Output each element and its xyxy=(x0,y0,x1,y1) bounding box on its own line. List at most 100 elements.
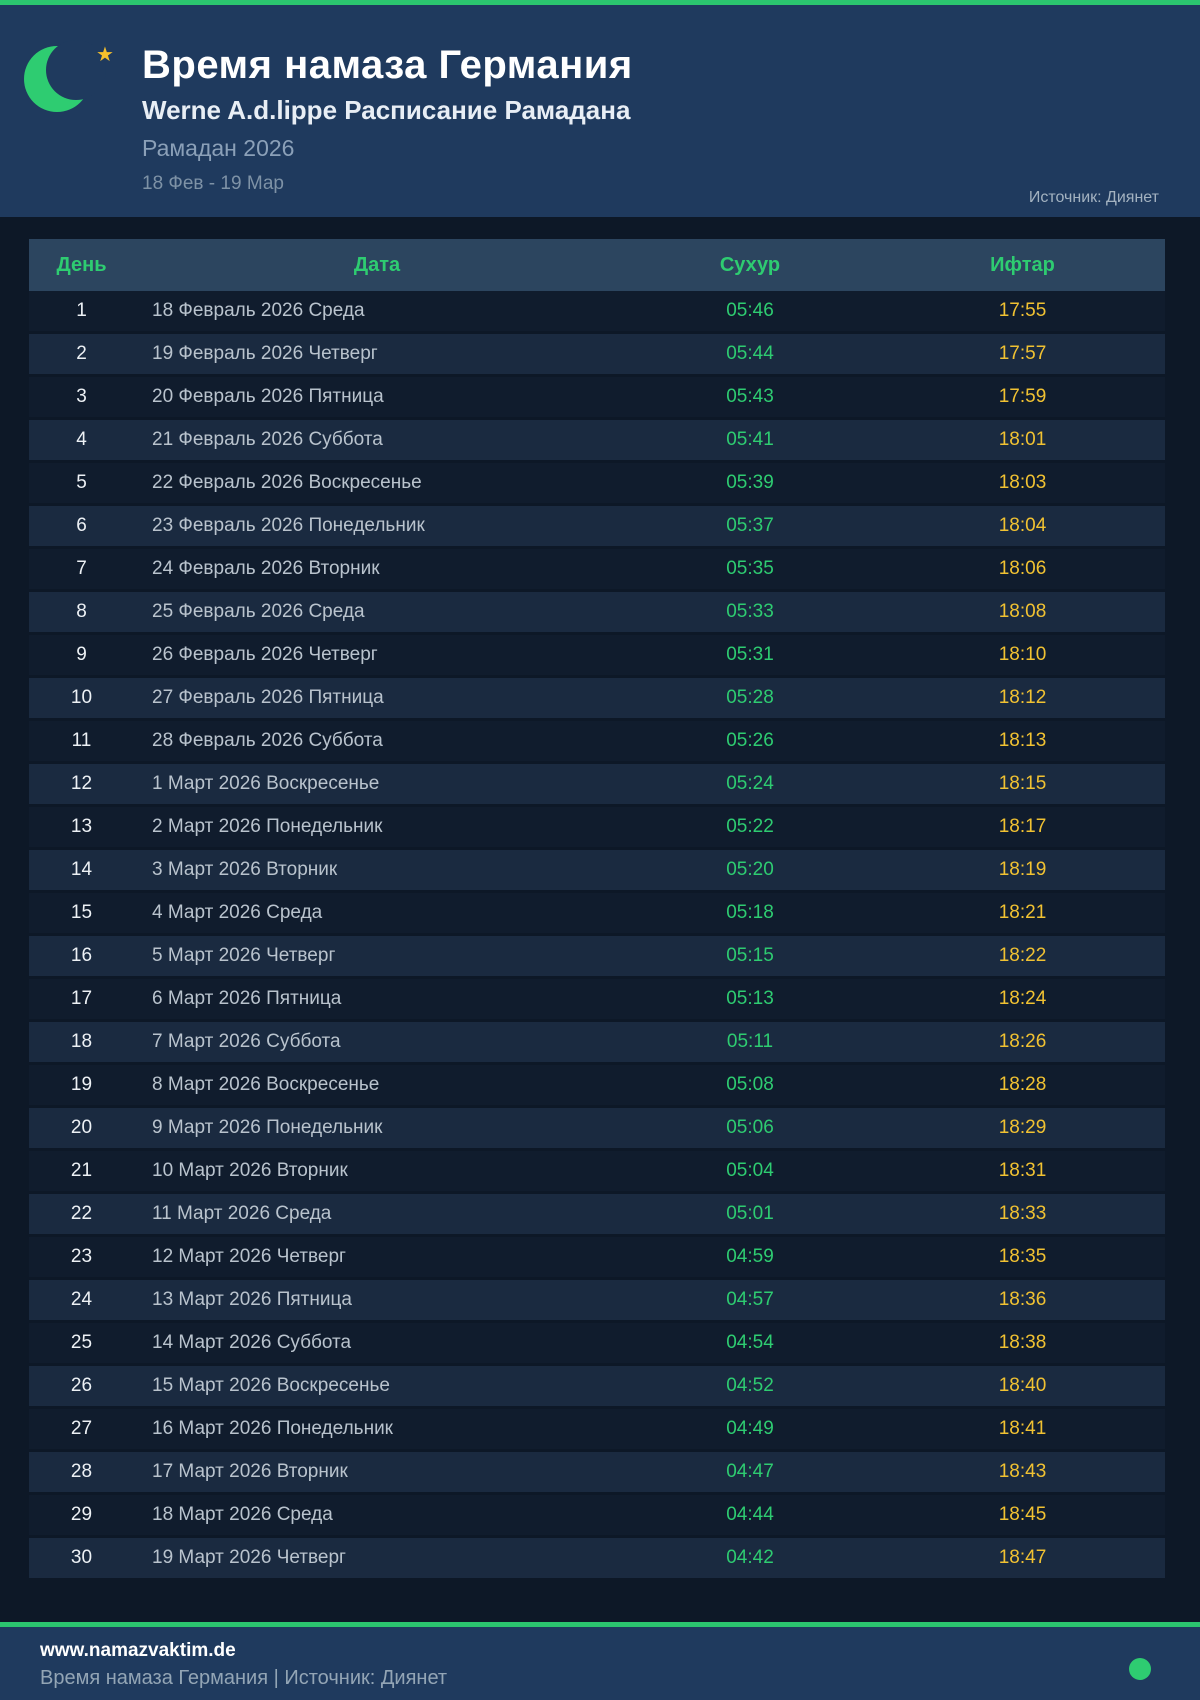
cell-date: 24 Февраль 2026 Вторник xyxy=(152,558,380,579)
cell-date: 18 Февраль 2026 Среда xyxy=(152,300,365,321)
cell-date: 9 Март 2026 Понедельник xyxy=(152,1117,383,1138)
cell-date: 28 Февраль 2026 Суббота xyxy=(152,730,383,751)
cell-day: 4 xyxy=(76,429,87,450)
cell-iftar: 18:40 xyxy=(998,1375,1047,1396)
cell-suhur: 04:54 xyxy=(726,1332,774,1353)
website-url: www.namazvaktim.de xyxy=(40,1640,236,1661)
table-row: 9 26 Февраль 2026 Четверг 05:31 18:10 xyxy=(29,635,1165,675)
cell-iftar: 18:24 xyxy=(998,988,1047,1009)
table-row: 16 5 Март 2026 Четверг 05:15 18:22 xyxy=(29,936,1165,976)
table-row: 12 1 Март 2026 Воскресенье 05:24 18:15 xyxy=(29,764,1165,804)
cell-suhur: 05:35 xyxy=(726,558,774,579)
cell-iftar: 18:22 xyxy=(998,945,1047,966)
cell-suhur: 05:39 xyxy=(726,472,774,493)
table-row: 4 21 Февраль 2026 Суббота 05:41 18:01 xyxy=(29,420,1165,460)
cell-iftar: 18:08 xyxy=(998,601,1047,622)
star-icon: ★ xyxy=(96,44,114,66)
page-subtitle: Werne A.d.lippe Расписание Рамадана xyxy=(142,95,631,125)
table-body: 1 18 Февраль 2026 Среда 05:46 17:55 2 19 Февр… xyxy=(29,291,1165,1578)
table-row: 21 10 Март 2026 Вторник 05:04 18:31 xyxy=(29,1151,1165,1191)
cell-suhur: 05:11 xyxy=(726,1031,774,1052)
cell-date: 25 Февраль 2026 Среда xyxy=(152,601,365,622)
footer-spacer xyxy=(0,1581,1200,1622)
cell-day: 11 xyxy=(71,730,92,751)
cell-date: 15 Март 2026 Воскресенье xyxy=(152,1375,390,1396)
cell-suhur: 05:33 xyxy=(726,601,774,622)
cell-iftar: 18:45 xyxy=(998,1504,1047,1525)
cell-day: 1 xyxy=(76,300,87,321)
footer-tagline: Время намаза Германия | Источник: Диянет xyxy=(40,1667,448,1689)
table-row: 5 22 Февраль 2026 Воскресенье 05:39 18:03 xyxy=(29,463,1165,503)
table-row: 1 18 Февраль 2026 Среда 05:46 17:55 xyxy=(29,291,1165,331)
cell-suhur: 05:26 xyxy=(726,730,774,751)
table-row: 25 14 Март 2026 Суббота 04:54 18:38 xyxy=(29,1323,1165,1363)
cell-date: 10 Март 2026 Вторник xyxy=(152,1160,348,1181)
column-header-iftar: Ифтар xyxy=(990,253,1055,276)
table-row: 2 19 Февраль 2026 Четверг 05:44 17:57 xyxy=(29,334,1165,374)
cell-day: 3 xyxy=(76,386,87,407)
table-row: 24 13 Март 2026 Пятница 04:57 18:36 xyxy=(29,1280,1165,1320)
cell-iftar: 18:36 xyxy=(998,1289,1047,1310)
cell-date: 11 Март 2026 Среда xyxy=(152,1203,332,1224)
cell-suhur: 05:20 xyxy=(726,859,774,880)
footer-accent-bar xyxy=(0,1622,1200,1627)
cell-iftar: 18:19 xyxy=(998,859,1047,880)
cell-day: 5 xyxy=(76,472,87,493)
cell-iftar: 17:55 xyxy=(998,300,1047,321)
cell-day: 22 xyxy=(70,1203,93,1224)
cell-suhur: 05:37 xyxy=(726,515,774,536)
table-row: 22 11 Март 2026 Среда 05:01 18:33 xyxy=(29,1194,1165,1234)
cell-day: 26 xyxy=(70,1375,93,1396)
cell-date: 13 Март 2026 Пятница xyxy=(152,1289,352,1310)
cell-suhur: 05:01 xyxy=(726,1203,774,1224)
table-row: 7 24 Февраль 2026 Вторник 05:35 18:06 xyxy=(29,549,1165,589)
cell-suhur: 04:49 xyxy=(726,1418,774,1439)
cell-suhur: 04:59 xyxy=(726,1246,774,1267)
cell-day: 20 xyxy=(70,1117,93,1138)
cell-day: 6 xyxy=(76,515,87,536)
cell-date: 5 Март 2026 Четверг xyxy=(152,945,336,966)
cell-iftar: 18:31 xyxy=(998,1160,1047,1181)
cell-date: 3 Март 2026 Вторник xyxy=(152,859,338,880)
cell-day: 16 xyxy=(70,945,93,966)
table-row: 20 9 Март 2026 Понедельник 05:06 18:29 xyxy=(29,1108,1165,1148)
cell-date: 19 Март 2026 Четверг xyxy=(152,1547,346,1568)
cell-day: 15 xyxy=(70,902,93,923)
cell-suhur: 05:46 xyxy=(726,300,774,321)
cell-iftar: 17:57 xyxy=(998,343,1047,364)
cell-day: 17 xyxy=(70,988,93,1009)
cell-day: 18 xyxy=(70,1031,93,1052)
cell-suhur: 05:04 xyxy=(726,1160,774,1181)
cell-iftar: 18:03 xyxy=(998,472,1047,493)
table-row: 3 20 Февраль 2026 Пятница 05:43 17:59 xyxy=(29,377,1165,417)
table-row: 23 12 Март 2026 Четверг 04:59 18:35 xyxy=(29,1237,1165,1277)
cell-date: 21 Февраль 2026 Суббота xyxy=(152,429,383,450)
cell-iftar: 18:35 xyxy=(998,1246,1047,1267)
cell-day: 10 xyxy=(70,687,93,708)
cell-suhur: 05:08 xyxy=(726,1074,774,1095)
cell-date: 12 Март 2026 Четверг xyxy=(152,1246,346,1267)
table-row: 14 3 Март 2026 Вторник 05:20 18:19 xyxy=(29,850,1165,890)
table-row: 18 7 Март 2026 Суббота 05:11 18:26 xyxy=(29,1022,1165,1062)
cell-date: 17 Март 2026 Вторник xyxy=(152,1461,348,1482)
column-header-date: Дата xyxy=(353,253,401,276)
page-footer: www.namazvaktim.de Время намаза Германия… xyxy=(0,1627,1200,1700)
cell-suhur: 05:41 xyxy=(726,429,774,450)
table-row: 8 25 Февраль 2026 Среда 05:33 18:08 xyxy=(29,592,1165,632)
cell-iftar: 18:17 xyxy=(998,816,1047,837)
cell-suhur: 05:24 xyxy=(726,773,774,794)
cell-date: 4 Март 2026 Среда xyxy=(152,902,323,923)
cell-iftar: 18:15 xyxy=(998,773,1047,794)
table-row: 10 27 Февраль 2026 Пятница 05:28 18:12 xyxy=(29,678,1165,718)
page-title: Время намаза Германия xyxy=(142,43,633,87)
cell-day: 23 xyxy=(70,1246,93,1267)
cell-iftar: 18:28 xyxy=(998,1074,1047,1095)
cell-suhur: 05:28 xyxy=(726,687,774,708)
table-row: 17 6 Март 2026 Пятница 05:13 18:24 xyxy=(29,979,1165,1019)
cell-suhur: 05:06 xyxy=(726,1117,774,1138)
cell-date: 27 Февраль 2026 Пятница xyxy=(152,687,384,708)
cell-iftar: 18:01 xyxy=(998,429,1047,450)
cell-date: 16 Март 2026 Понедельник xyxy=(152,1418,393,1439)
cell-suhur: 05:43 xyxy=(726,386,774,407)
cell-date: 18 Март 2026 Среда xyxy=(152,1504,333,1525)
